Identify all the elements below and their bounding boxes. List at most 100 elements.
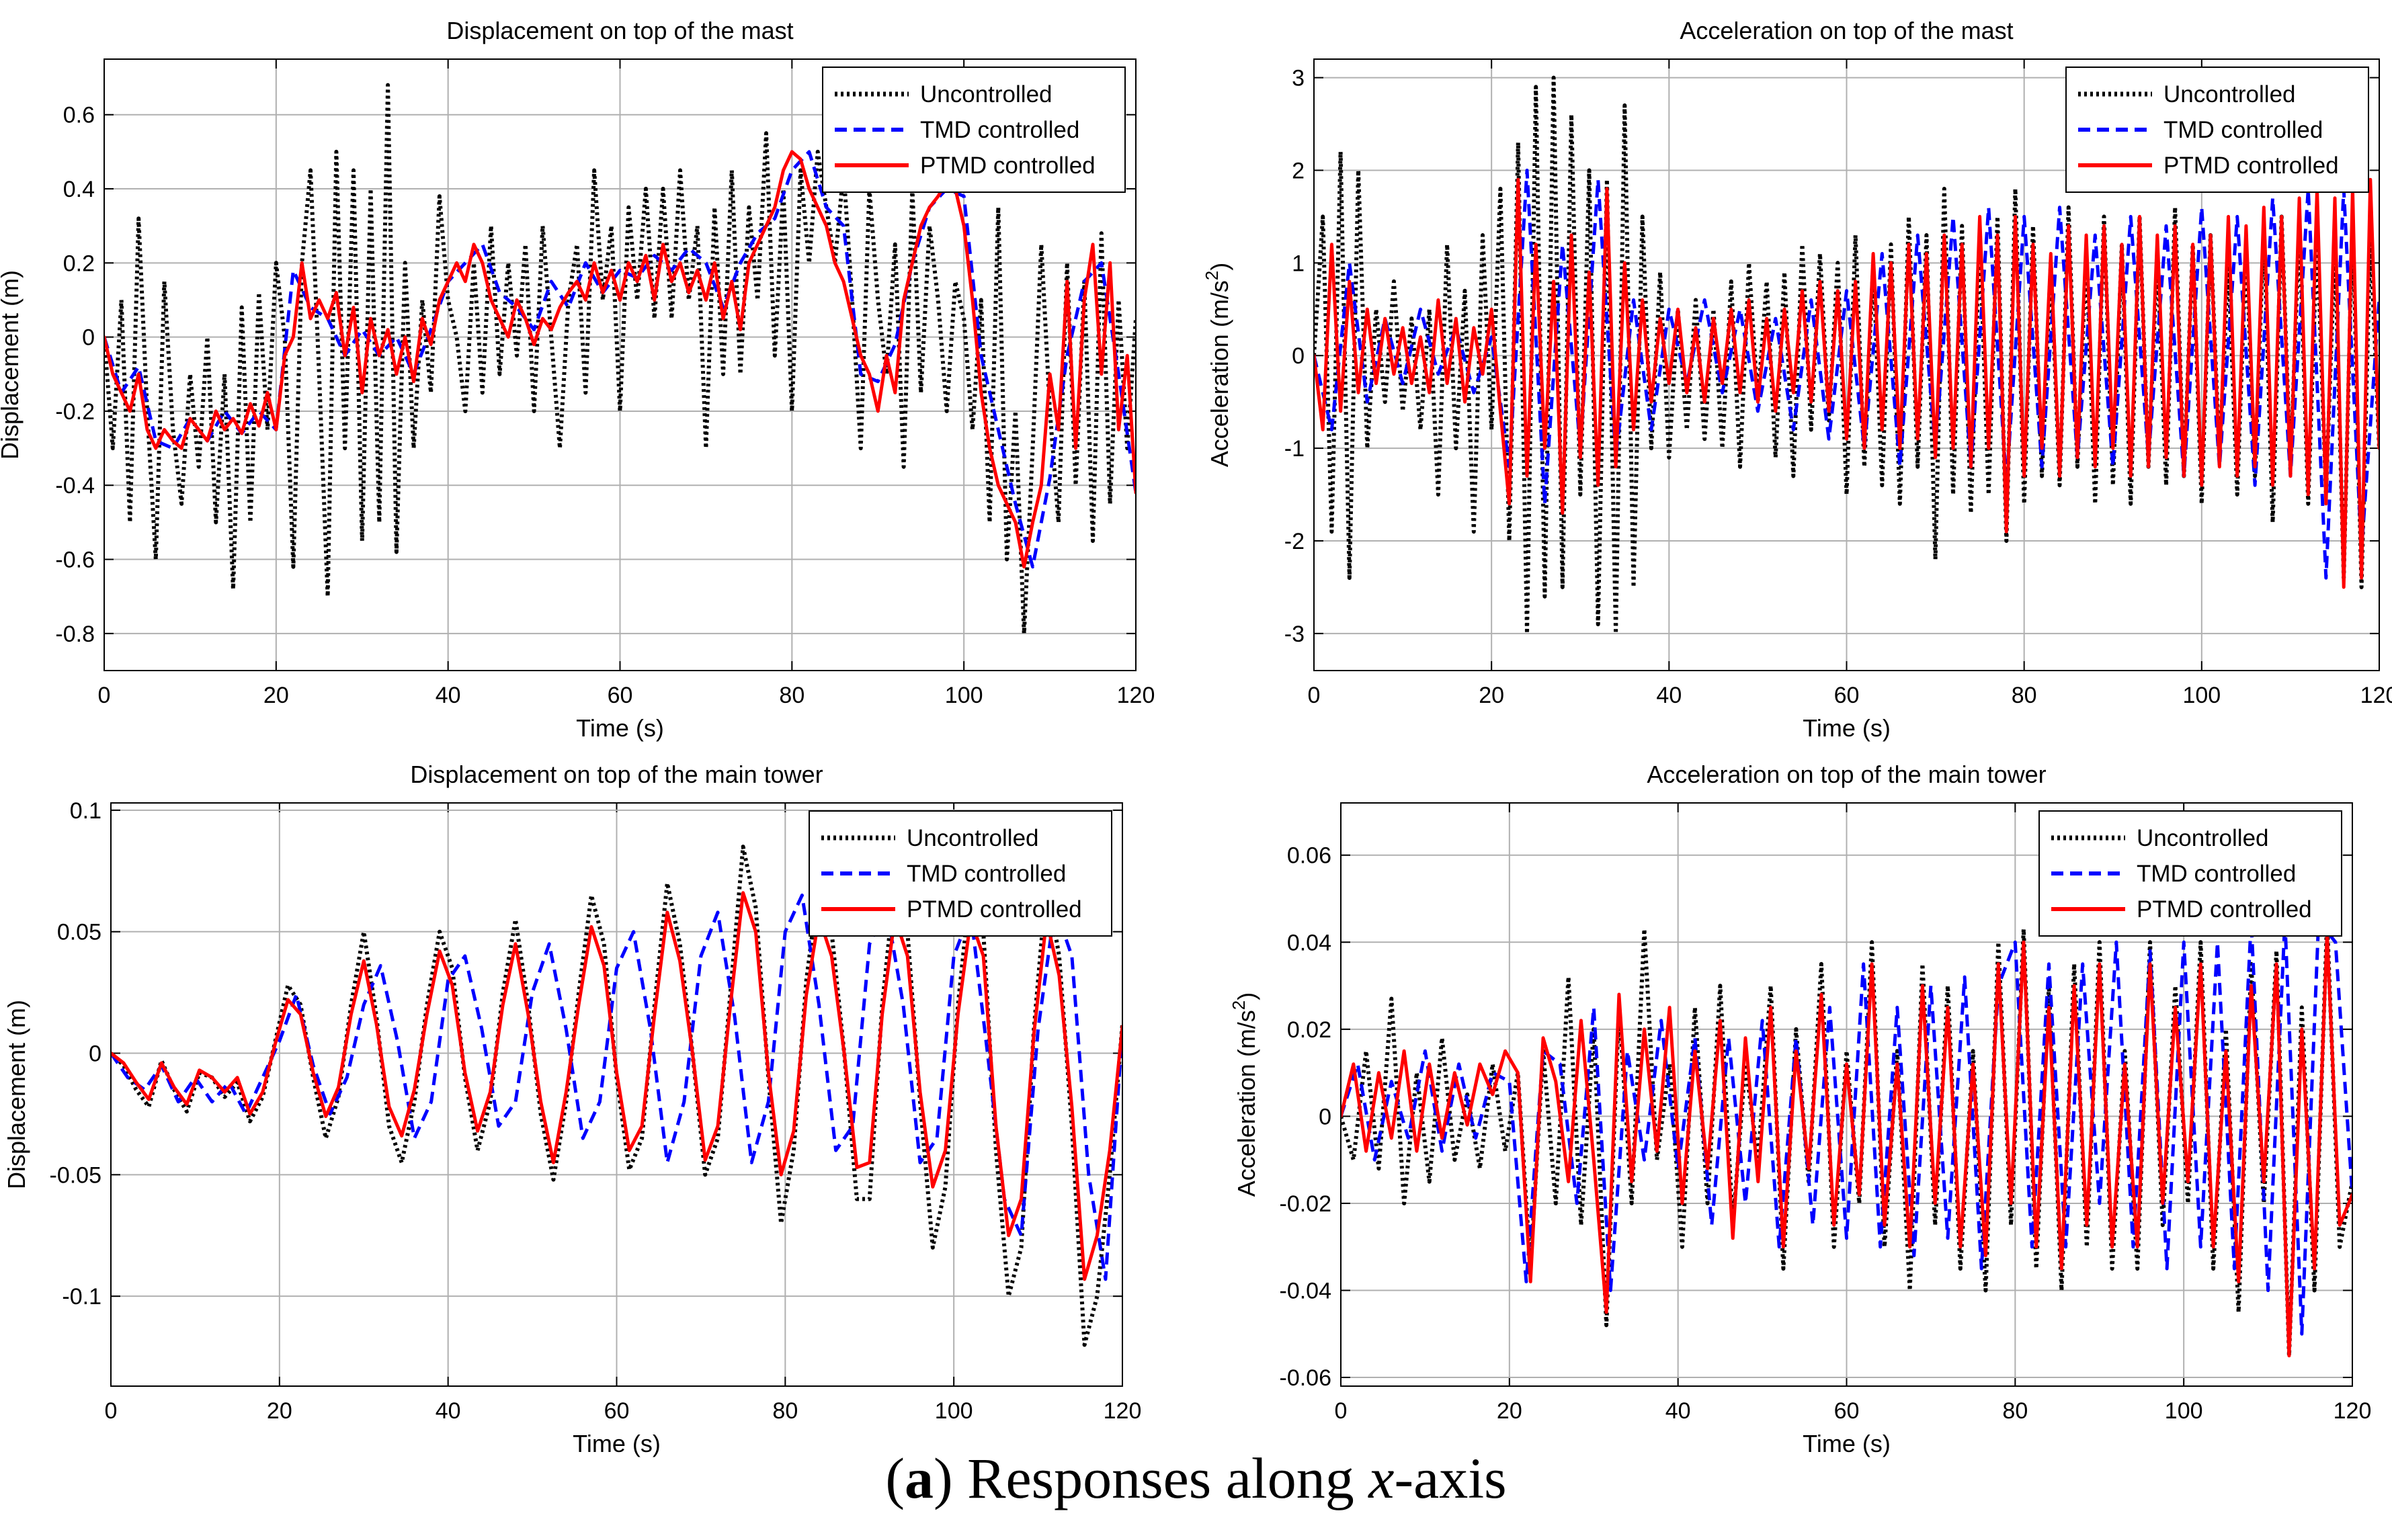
series-line-dashed [111,893,1122,1281]
chart-acc-mast: 0 20 40 60 80 100 120 -3 -2 -1 0 1 2 3 Acceleration on… [1202,17,2392,742]
x-tick-label: 60 [608,683,633,708]
series-line-dotted [104,83,1136,636]
y-tick-label: 0.02 [1287,1017,1331,1043]
axes-frame [104,58,1137,671]
y-tick-label: -0.8 [55,622,95,647]
x-tick-label: 60 [1834,1398,1860,1424]
legend-label: Uncontrolled [920,81,1053,108]
chart-title: Displacement on top of the main tower [410,761,823,788]
y-tick-label: 0 [89,1041,101,1067]
x-tick-label: 80 [772,1398,798,1424]
y-tick-label: 3 [1292,66,1305,91]
series-line-dashed [1314,169,2379,580]
series-group [1341,918,2352,1358]
x-tick-label: 0 [1308,683,1321,708]
y-tick-label: 0.1 [70,798,101,824]
y-tick-label: 0.04 [1287,930,1331,955]
x-tick-label: 40 [1665,1398,1691,1424]
legend: Uncontrolled TMD controlled PTMD controlle… [822,67,1126,193]
x-tick-label: 120 [2334,1398,2372,1424]
x-tick-label: 40 [436,1398,461,1424]
series-group [1314,75,2379,636]
y-tick-label: 0 [82,325,95,351]
legend-label: PTMD controlled [920,153,1096,179]
series-line-solid [111,891,1122,1281]
x-tick-label: 100 [2182,683,2221,708]
figure-caption: (a) Responses along x-axis [885,1446,1507,1510]
legend-label: PTMD controlled [2163,153,2339,179]
x-tick-label: 100 [2165,1398,2203,1424]
legend-label: Uncontrolled [2137,825,2269,851]
x-tick-label: 0 [98,683,111,708]
axes-frame [1313,58,2380,671]
y-tick-label: 0.6 [63,103,95,128]
x-tick-label: 120 [1104,1398,1142,1424]
legend: Uncontrolled TMD controlled PTMD controlle… [2065,67,2369,193]
chart-disp-tower: 0 20 40 60 80 100 120 -0.1 -0.05 0 0.05 0.1 Displace… [3,761,1141,1457]
legend-label: PTMD controlled [2137,896,2312,923]
y-tick-label: -0.4 [55,473,95,499]
y-tick-label: 0 [1292,343,1305,369]
legend-label: Uncontrolled [907,825,1039,851]
y-tick-label: -0.05 [50,1162,102,1188]
y-tick-label: -0.1 [62,1284,101,1310]
x-tick-label: 80 [2012,683,2037,708]
x-axis-label: Time (s) [1803,1430,1891,1457]
y-tick-label: 0.2 [63,251,95,276]
axes-frame [110,802,1123,1387]
x-tick-label: 80 [779,683,805,708]
y-tick-label: 0.4 [63,177,95,202]
caption-suffix: -axis [1394,1446,1507,1510]
legend: Uncontrolled TMD controlled PTMD controlle… [809,810,1112,937]
y-tick-label: -2 [1284,529,1305,554]
caption-axis-symbol: x [1368,1446,1395,1510]
series-line-solid [1341,931,2352,1358]
x-tick-label: 40 [436,683,461,708]
x-tick-label: 80 [2002,1398,2028,1424]
x-tick-label: 100 [935,1398,973,1424]
y-axis-label: Displacement (m) [3,1000,30,1189]
x-tick-label: 100 [945,683,983,708]
y-axis-label: Acceleration (m/s2) [1202,263,1233,468]
legend-label: TMD controlled [2163,117,2323,143]
x-tick-label: 120 [1117,683,1155,708]
y-tick-label: 0 [1319,1104,1331,1129]
legend: Uncontrolled TMD controlled PTMD controlle… [2038,810,2342,937]
x-tick-label: 20 [267,1398,292,1424]
x-axis-label: Time (s) [1803,714,1891,742]
x-tick-label: 120 [2360,683,2392,708]
chart-title: Acceleration on top of the main tower [1647,761,2046,788]
legend-label: Uncontrolled [2163,81,2296,108]
series-line-dashed [1341,918,2352,1336]
y-tick-label: -0.2 [55,399,95,425]
caption-label: a [904,1446,934,1510]
series-line-solid [104,150,1136,569]
y-tick-label: 0.06 [1287,843,1331,869]
chart-acc-tower: 0 20 40 60 80 100 120 -0.06 -0.04 -0.02 0 0.02 0.04 0… [1229,761,2371,1457]
x-tick-label: 60 [1834,683,1860,708]
x-tick-label: 20 [1479,683,1504,708]
caption-text: Responses along [967,1446,1369,1510]
y-tick-label: -1 [1284,436,1305,462]
y-tick-label: -0.06 [1280,1365,1332,1391]
x-tick-label: 20 [1497,1398,1522,1424]
legend-label: TMD controlled [2137,861,2296,887]
y-tick-label: -0.6 [55,548,95,573]
x-tick-label: 0 [105,1398,118,1424]
series-line-solid [1314,177,2379,589]
y-tick-label: -0.04 [1280,1278,1332,1303]
x-tick-label: 20 [263,683,289,708]
chart-title: Displacement on top of the mast [446,17,793,44]
axes-frame [1340,802,2353,1387]
x-axis-label: Time (s) [576,714,664,742]
series-group [104,83,1136,636]
legend-label: TMD controlled [920,117,1079,143]
y-axis-label: Displacement (m) [0,270,24,460]
x-tick-label: 60 [604,1398,630,1424]
x-tick-label: 40 [1656,683,1682,708]
legend-label: TMD controlled [907,861,1066,887]
y-axis-label: Acceleration (m/s2) [1229,992,1260,1197]
chart-disp-mast: 0 20 40 60 80 100 120 -0.8 -0.6 -0.4 -0.2 0 0.2 0.4 0.… [0,17,1155,742]
y-tick-label: 1 [1292,251,1305,276]
